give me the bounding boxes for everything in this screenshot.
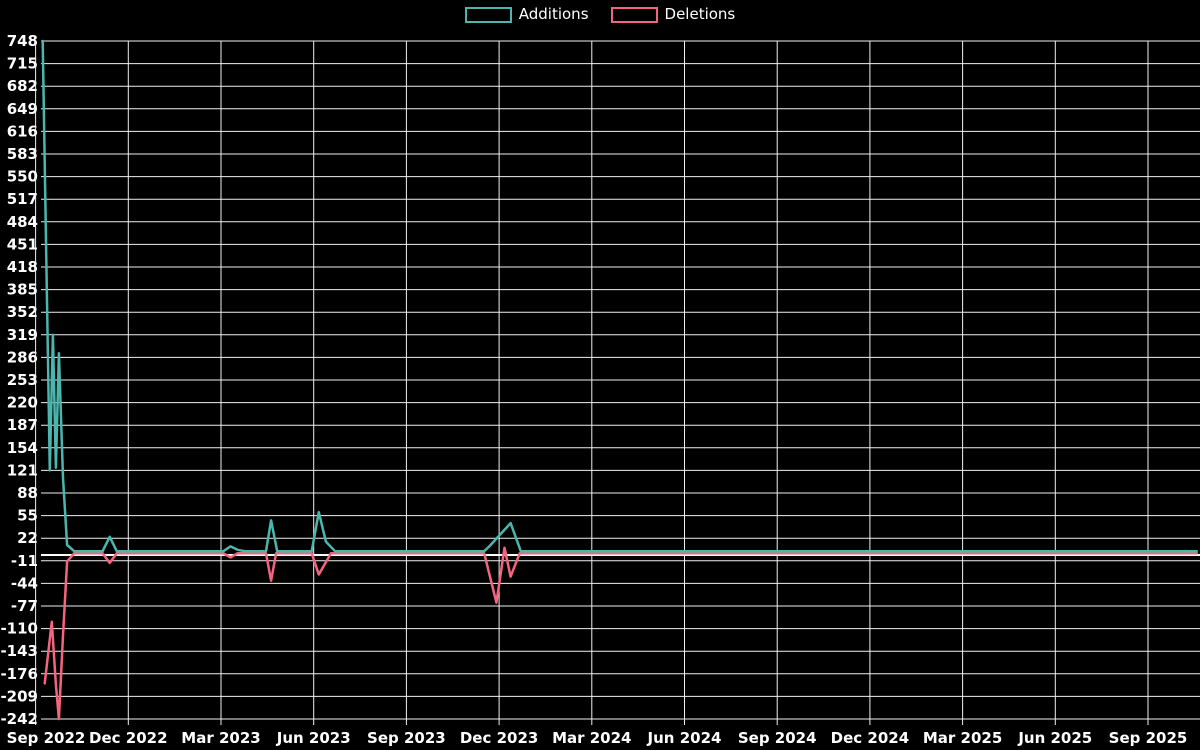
y-tick-label: -11 (11, 552, 38, 570)
y-tick-label: 319 (7, 326, 38, 344)
y-tick-label: 253 (7, 371, 38, 389)
y-tick-label: 649 (7, 100, 38, 118)
x-tick-label: Sep 2024 (738, 729, 817, 747)
y-tick-label: -143 (0, 642, 38, 660)
deletions-swatch-icon (610, 6, 658, 23)
chart-legend: Additions Deletions (0, 6, 1200, 23)
x-tick-label: Sep 2022 (7, 729, 86, 747)
y-tick-label: 583 (7, 145, 38, 163)
y-tick-label: 748 (7, 32, 38, 50)
y-tick-label: 88 (17, 484, 38, 502)
legend-item-deletions[interactable]: Deletions (610, 5, 736, 23)
y-tick-label: 616 (7, 122, 38, 140)
y-tick-label: -110 (0, 620, 38, 638)
y-tick-label: 55 (17, 507, 38, 525)
x-tick-label: Dec 2024 (831, 729, 910, 747)
y-tick-label: 22 (17, 529, 38, 547)
x-tick-label: Jun 2023 (276, 729, 351, 747)
y-tick-label: 220 (7, 394, 38, 412)
x-tick-label: Mar 2024 (552, 729, 631, 747)
legend-item-additions[interactable]: Additions (464, 5, 589, 23)
y-tick-label: 154 (7, 439, 38, 457)
x-tick-label: Sep 2025 (1109, 729, 1188, 747)
y-tick-label: 187 (7, 416, 38, 434)
y-tick-label: -209 (0, 687, 38, 705)
y-tick-label: 484 (7, 213, 38, 231)
x-tick-label: Dec 2023 (460, 729, 539, 747)
additions-swatch-icon (464, 6, 512, 23)
y-tick-label: 418 (7, 258, 38, 276)
y-tick-label: 517 (7, 190, 38, 208)
x-tick-label: Dec 2022 (89, 729, 168, 747)
y-tick-label: 121 (7, 461, 38, 479)
y-tick-label: -176 (0, 665, 38, 683)
deletions-legend-label: Deletions (664, 5, 736, 23)
deletions-line (43, 546, 1198, 721)
y-tick-label: 352 (7, 303, 38, 321)
additions-line (41, 39, 1198, 553)
y-tick-label: 451 (7, 235, 38, 253)
y-tick-label: 385 (7, 281, 38, 299)
y-tick-label: 286 (7, 348, 38, 366)
x-tick-label: Mar 2023 (181, 729, 260, 747)
x-tick-label: Mar 2025 (923, 729, 1002, 747)
x-tick-label: Jun 2024 (647, 729, 722, 747)
additions-legend-label: Additions (518, 5, 589, 23)
y-tick-label: -77 (11, 597, 38, 615)
y-tick-label: 715 (7, 55, 38, 73)
x-tick-label: Sep 2023 (367, 729, 446, 747)
y-tick-label: 550 (7, 168, 38, 186)
y-tick-label: 682 (7, 77, 38, 95)
y-tick-label: -44 (11, 574, 38, 592)
x-tick-label: Jun 2025 (1017, 729, 1092, 747)
y-tick-label: -242 (0, 710, 38, 728)
